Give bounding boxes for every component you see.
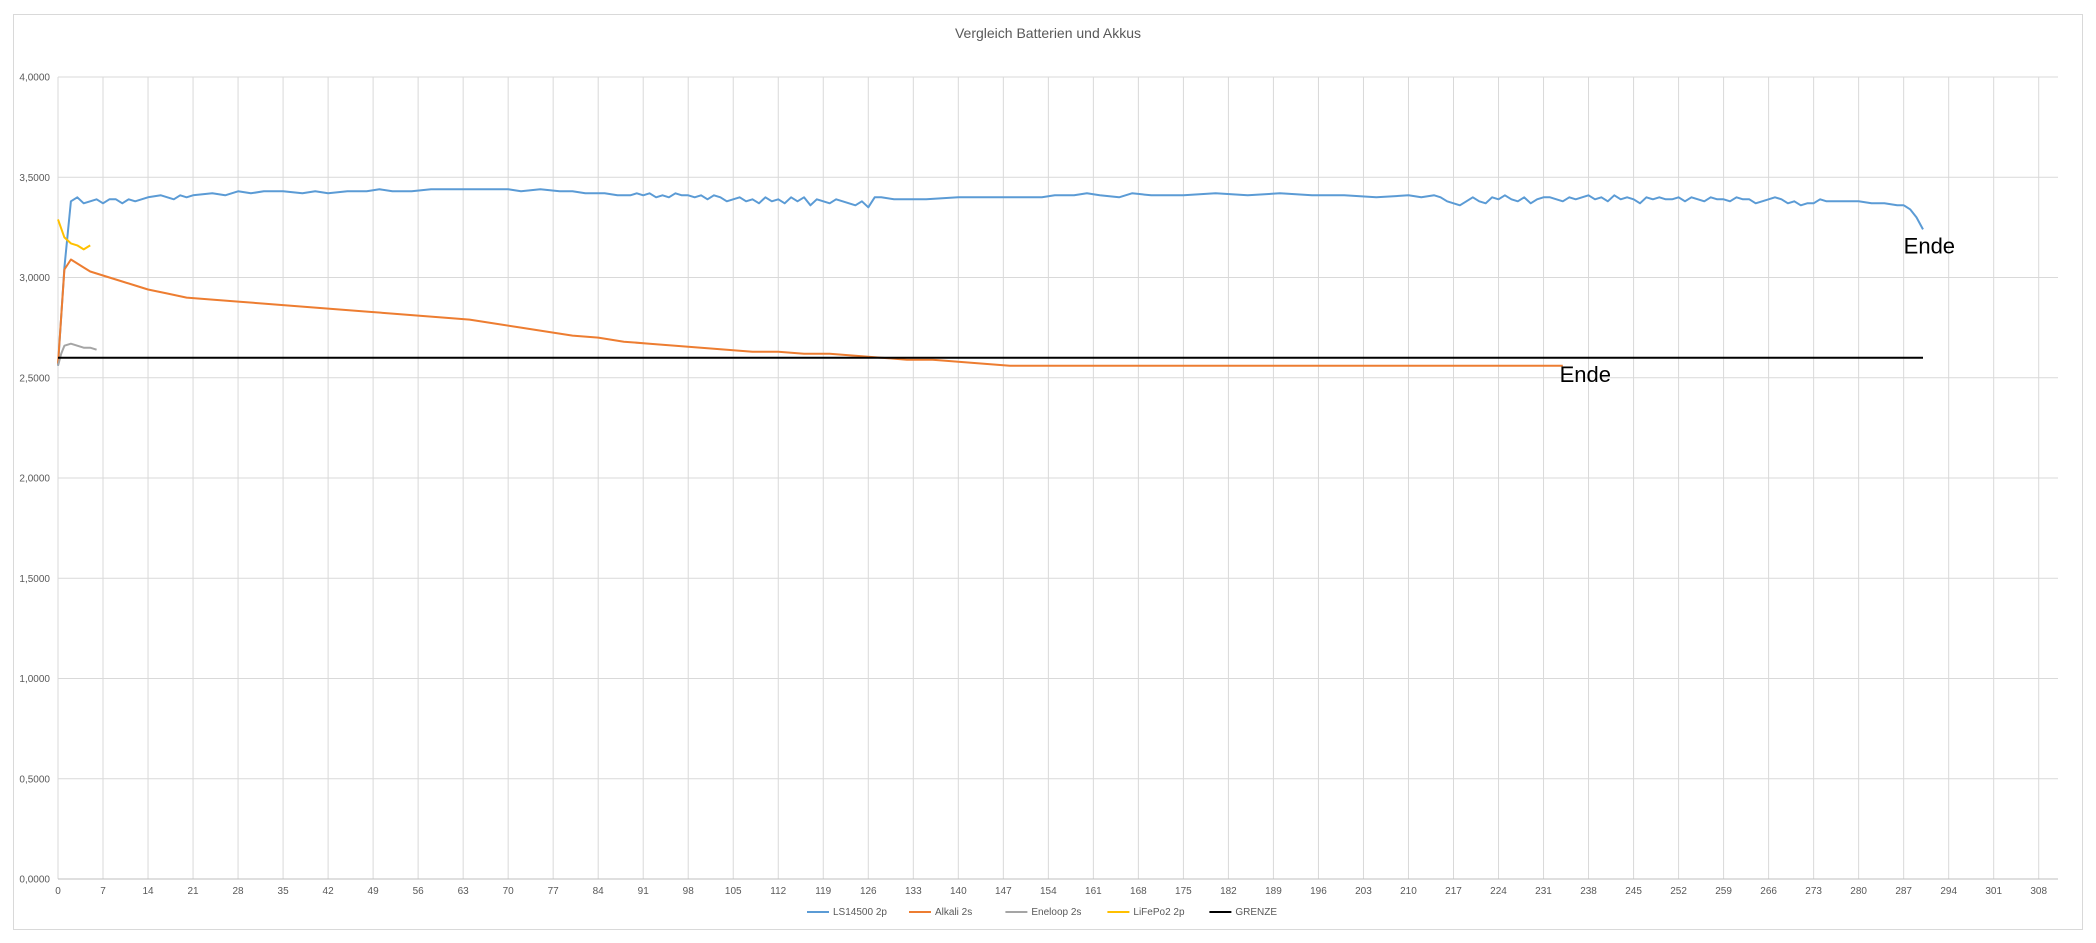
x-tick-label: 182 xyxy=(1220,886,1237,897)
legend-label-alkali-2s: Alkali 2s xyxy=(935,907,972,918)
series-line-lifepo2-2p xyxy=(57,219,91,251)
annotation-label: Ende xyxy=(1904,233,1955,258)
x-tick-label: 259 xyxy=(1715,886,1732,897)
x-tick-label: 49 xyxy=(368,886,380,897)
x-tick-label: 273 xyxy=(1805,886,1822,897)
x-tick-label: 70 xyxy=(503,886,515,897)
y-tick-label: 4,0000 xyxy=(19,73,50,84)
x-tick-label: 56 xyxy=(413,886,425,897)
x-tick-label: 105 xyxy=(725,886,742,897)
legend-label-eneloop-2s: Eneloop 2s xyxy=(1031,907,1081,918)
x-tick-label: 140 xyxy=(950,886,967,897)
x-tick-label: 147 xyxy=(995,886,1012,897)
annotation-label: Ende xyxy=(1560,362,1611,387)
series-lines xyxy=(57,188,1924,367)
x-tick-label: 217 xyxy=(1445,886,1462,897)
y-tick-labels: 0,0000 0,5000 1,0000 1,5000 2,0000 2,5000 3,00… xyxy=(19,73,50,886)
x-tick-label: 294 xyxy=(1940,886,1957,897)
y-tick-label: 1,0000 xyxy=(19,674,50,685)
x-tick-labels: 0 7 14 21 28 35 42 49 56 63 70 77 84 91 98 105 112 119 126… xyxy=(55,886,2047,897)
y-tick-label: 1,5000 xyxy=(19,574,50,585)
x-tick-label: 266 xyxy=(1760,886,1777,897)
legend: LS14500 2p Alkali 2s Eneloop 2s LiFePo2 2p G… xyxy=(807,907,1277,918)
x-tick-label: 42 xyxy=(323,886,335,897)
gridlines xyxy=(57,76,2058,880)
x-tick-label: 287 xyxy=(1895,886,1912,897)
y-tick-label: 3,0000 xyxy=(19,273,50,284)
x-tick-label: 77 xyxy=(548,886,560,897)
x-tick-label: 35 xyxy=(278,886,290,897)
chart-title: Vergleich Batterien und Akkus xyxy=(955,25,1141,41)
x-tick-label: 98 xyxy=(683,886,695,897)
x-tick-label: 238 xyxy=(1580,886,1597,897)
y-tick-label: 0,0000 xyxy=(19,875,50,886)
x-tick-label: 224 xyxy=(1490,886,1507,897)
x-tick-label: 7 xyxy=(100,886,106,897)
x-tick-label: 231 xyxy=(1535,886,1552,897)
x-tick-label: 154 xyxy=(1040,886,1057,897)
x-tick-label: 21 xyxy=(187,886,199,897)
x-tick-label: 161 xyxy=(1085,886,1102,897)
y-tick-label: 3,5000 xyxy=(19,173,50,184)
annotations: Ende Ende xyxy=(1560,233,1955,386)
x-tick-label: 196 xyxy=(1310,886,1327,897)
x-tick-label: 91 xyxy=(638,886,650,897)
x-tick-label: 308 xyxy=(2030,886,2047,897)
legend-label-lifepo2-2p: LiFePo2 2p xyxy=(1133,907,1185,918)
x-tick-label: 126 xyxy=(860,886,877,897)
x-tick-label: 210 xyxy=(1400,886,1417,897)
x-tick-label: 84 xyxy=(593,886,605,897)
x-tick-label: 63 xyxy=(458,886,470,897)
x-tick-label: 301 xyxy=(1985,886,2002,897)
x-tick-label: 203 xyxy=(1355,886,1372,897)
series-line-eneloop-2s xyxy=(57,342,97,366)
x-tick-label: 112 xyxy=(770,886,786,897)
x-tick-label: 252 xyxy=(1670,886,1687,897)
series-line-ls14500-2p xyxy=(57,188,1924,366)
x-tick-label: 280 xyxy=(1850,886,1867,897)
series-line-alkali-2s xyxy=(57,258,1563,367)
legend-label-grenze: GRENZE xyxy=(1235,907,1277,918)
x-tick-label: 119 xyxy=(815,886,831,897)
x-tick-label: 175 xyxy=(1175,886,1192,897)
x-tick-label: 133 xyxy=(905,886,922,897)
x-tick-label: 189 xyxy=(1265,886,1282,897)
x-tick-label: 28 xyxy=(233,886,245,897)
y-tick-label: 2,5000 xyxy=(19,373,50,384)
legend-label-ls14500-2p: LS14500 2p xyxy=(833,907,887,918)
x-tick-label: 168 xyxy=(1130,886,1147,897)
x-tick-label: 0 xyxy=(55,886,61,897)
x-tick-label: 14 xyxy=(142,886,154,897)
x-tick-label: 245 xyxy=(1625,886,1642,897)
y-tick-label: 0,5000 xyxy=(19,774,50,785)
y-tick-label: 2,0000 xyxy=(19,474,50,485)
